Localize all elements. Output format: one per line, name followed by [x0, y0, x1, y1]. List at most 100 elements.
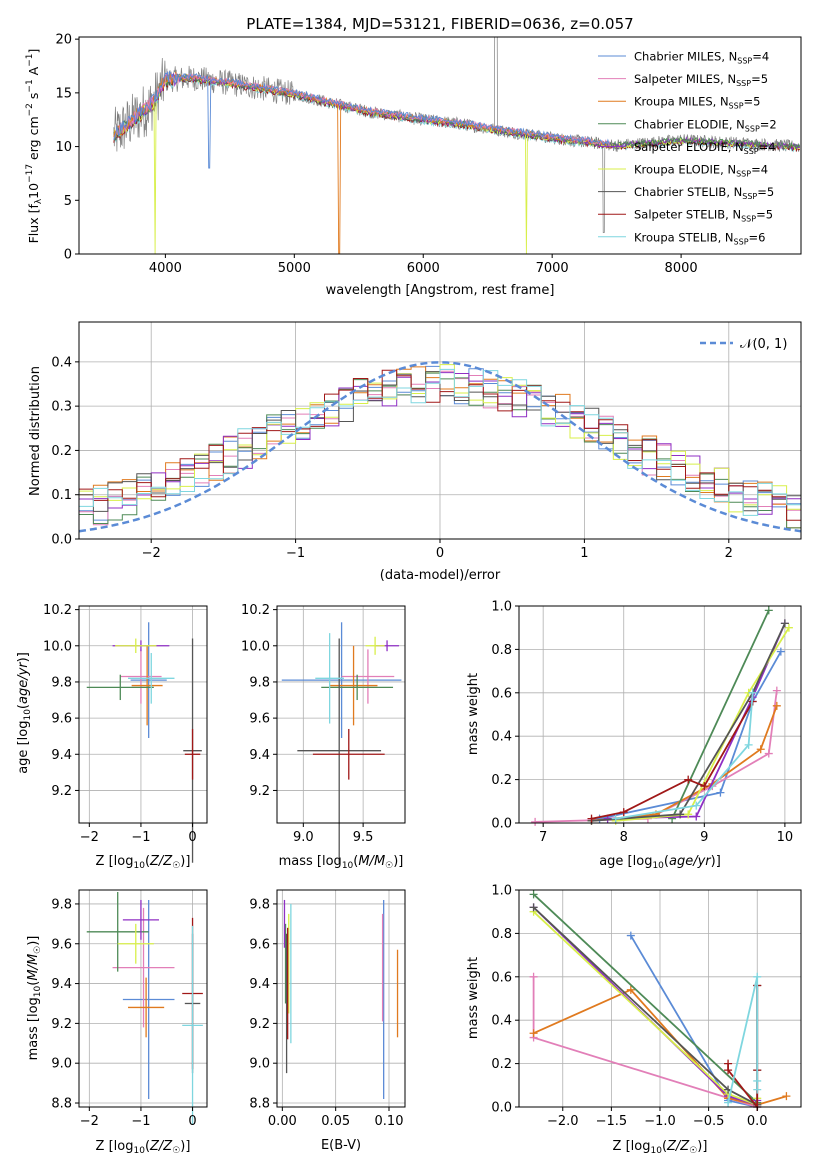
age-vs-mass-plot-area — [277, 606, 405, 863]
x-tick-label: 0 — [188, 830, 196, 845]
weight-marker-kroupa-elodie — [784, 623, 793, 632]
x-tick-label: 9.0 — [293, 830, 314, 845]
x-tick-label: 8 — [620, 830, 628, 845]
x-tick-label: 0 — [188, 1114, 196, 1129]
x-tick-label: 7000 — [536, 261, 569, 276]
x-tick-label: 0.0 — [747, 1114, 768, 1129]
y-tick-label: 9.0 — [249, 1057, 270, 1072]
weight-marker-kroupa-miles — [756, 745, 765, 754]
weight-marker-kroupa-stelib — [753, 1076, 762, 1085]
age-vs-mass-panel: 9.0 9.5 9.2 9.4 9.6 9.8 10.0 10.2 mass [log10(M… — [241, 603, 406, 871]
weight-vs-age-ylabel: mass weight — [466, 673, 481, 755]
weight-marker-salpeter-miles — [764, 749, 773, 758]
spectrum-ylabel: Flux [fλ10−17 erg cm−2 s−1 A−1] — [25, 49, 44, 244]
weight-marker-chabrier-stelib — [780, 619, 789, 628]
figure-title: PLATE=1384, MJD=53121, FIBERID=0636, z=0… — [246, 15, 633, 33]
y-tick-label: 9.8 — [51, 897, 72, 912]
y-tick-label: 10.0 — [43, 639, 72, 654]
weight-vs-age-panel: 7 8 9 10 0.0 0.2 0.4 0.6 0.8 1.0 age [log10(age/y… — [466, 600, 802, 871]
y-tick-label: 0.0 — [491, 1101, 512, 1116]
legend-label-kroupa-stelib: Kroupa STELIB, NSSP=6 — [634, 230, 765, 246]
weight-line-chabrier-elodie — [532, 893, 758, 1104]
x-tick-label: 6000 — [407, 261, 440, 276]
weight-marker-salpeter-stelib — [619, 808, 628, 817]
x-tick-label: −0.5 — [693, 1114, 725, 1129]
age-vs-metallicity-xlabel: Z [log10(Z/Z☉)] — [96, 854, 191, 871]
weight-marker-salpeter-miles — [772, 686, 781, 695]
weight-marker-chabrier-stelib — [529, 903, 538, 912]
x-tick-label: −1 — [131, 830, 150, 845]
x-tick-label: 10 — [777, 830, 794, 845]
y-tick-label: 20 — [55, 33, 72, 48]
y-tick-label: 0.3 — [51, 400, 72, 415]
mass-vs-ebv-plot-area — [277, 890, 405, 1107]
legend-label-chabrier-stelib: Chabrier STELIB, NSSP=5 — [634, 185, 774, 201]
y-tick-label: 9.6 — [51, 937, 72, 952]
age-vs-metallicity-ylabel: age [log10(age/yr)] — [16, 652, 33, 774]
x-tick-label: 0.10 — [375, 1114, 404, 1129]
x-tick-label: −1.0 — [644, 1114, 676, 1129]
x-tick-label: 9.5 — [353, 830, 374, 845]
x-tick-label: 8000 — [665, 261, 698, 276]
residual-histogram-kroupa-stelib — [79, 368, 801, 524]
weight-marker-salpeter-stelib — [587, 814, 596, 823]
weight-marker-kroupa-stelib — [692, 801, 701, 810]
y-tick-label: 0.2 — [491, 1057, 512, 1072]
y-tick-label: 9.4 — [51, 748, 72, 763]
weight-marker-salpeter-miles — [531, 817, 540, 826]
weight-marker-salpeter-stelib — [684, 775, 693, 784]
y-tick-label: 10.2 — [43, 603, 72, 618]
residual-xlabel: (data-model)/error — [380, 568, 501, 583]
y-tick-label: 8.8 — [51, 1097, 72, 1112]
spectrum-panel: 4000 5000 6000 7000 8000 0 5 10 15 20 wavelength … — [25, 33, 802, 298]
weight-vs-metallicity-panel: −2.0 −1.5 −1.0 −0.5 0.0 0.0 0.2 0.4 0.6 0.8 1.0 Z … — [466, 884, 802, 1156]
x-tick-label: 2 — [725, 546, 733, 561]
weight-vs-age-xlabel: age [log10(age/yr)] — [599, 854, 721, 871]
age-vs-metallicity-axes: −2 −1 0 9.2 9.4 9.6 9.8 10.0 10.2 — [43, 603, 197, 845]
y-tick-label: 9.6 — [249, 712, 270, 727]
y-tick-label: 1.0 — [491, 600, 512, 615]
weight-marker-salpeter-stelib — [724, 1066, 733, 1075]
residual-axes: −2 −1 0 1 2 0.0 0.1 0.2 0.3 0.4 — [51, 355, 733, 561]
x-tick-label: 5000 — [278, 261, 311, 276]
x-tick-label: −1 — [286, 546, 305, 561]
age-vs-metallicity-plot-area — [79, 606, 207, 863]
weight-marker-kroupa-stelib — [753, 1085, 762, 1094]
legend-label-salpeter-elodie: Salpeter ELODIE, NSSP=4 — [634, 140, 776, 156]
mass-vs-ebv-xlabel: E(B-V) — [321, 1138, 361, 1153]
weight-marker-kroupa-stelib — [611, 814, 620, 823]
weight-vs-age-plot-area — [519, 605, 801, 826]
x-tick-label: −1.5 — [596, 1114, 628, 1129]
y-tick-label: 9.8 — [249, 897, 270, 912]
weight-marker-chabrier-elodie — [529, 890, 538, 899]
x-tick-label: −2 — [80, 1114, 99, 1129]
normal-legend-label: 𝒩(0, 1) — [740, 337, 787, 352]
mass-vs-metallicity-plot-area — [79, 890, 207, 1125]
model-spectrum-chabrier-miles — [113, 70, 611, 169]
y-tick-label: 10.2 — [241, 603, 270, 618]
spectrum-lines — [113, 37, 801, 254]
x-tick-label: −2 — [142, 546, 161, 561]
y-tick-label: 1.0 — [491, 884, 512, 899]
y-tick-label: 9.0 — [51, 1057, 72, 1072]
age-vs-mass-xlabel: mass [log10(M/M☉)] — [279, 854, 404, 871]
weight-marker-chabrier-miles — [716, 788, 725, 797]
weight-line-chabrier-stelib — [591, 623, 786, 822]
mass-vs-metallicity-axes: −2 −1 0 8.8 9.0 9.2 9.4 9.6 9.8 — [51, 897, 196, 1129]
legend-label-chabrier-elodie: Chabrier ELODIE, NSSP=2 — [634, 117, 777, 133]
weight-line-kroupa-stelib — [727, 976, 759, 1103]
weight-marker-kroupa-stelib — [753, 972, 762, 981]
x-tick-label: −1 — [131, 1114, 150, 1129]
y-tick-label: 9.4 — [249, 977, 270, 992]
weight-vs-metallicity-axes: −2.0 −1.5 −1.0 −0.5 0.0 0.0 0.2 0.4 0.6 0.8 1.0 — [491, 884, 767, 1130]
weight-marker-chabrier-miles — [776, 647, 785, 656]
y-tick-label: 0.8 — [491, 643, 512, 658]
y-tick-label: 10 — [55, 140, 72, 155]
age-vs-mass-axes: 9.0 9.5 9.2 9.4 9.6 9.8 10.0 10.2 — [241, 603, 373, 845]
y-tick-label: 0.4 — [51, 355, 72, 370]
x-tick-label: 4000 — [149, 261, 182, 276]
x-tick-label: −2 — [80, 830, 99, 845]
residual-legend: 𝒩(0, 1) — [700, 337, 787, 352]
weight-marker-salpeter-stelib — [700, 782, 709, 791]
y-tick-label: 0.2 — [51, 444, 72, 459]
